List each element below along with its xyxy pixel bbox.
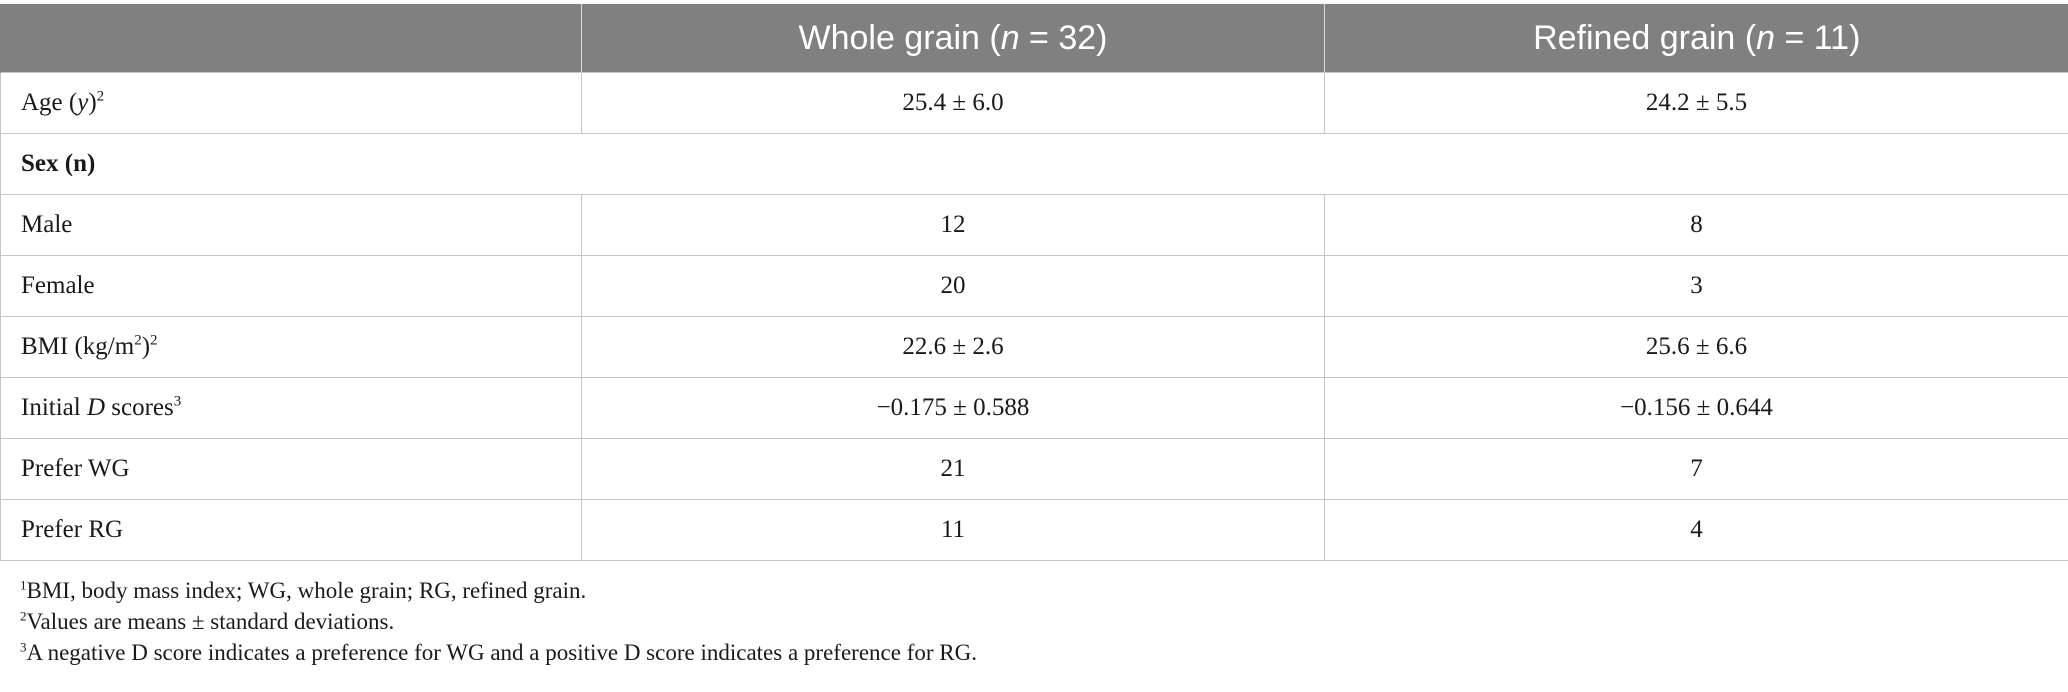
table-row-age: Age (y)2 25.4 ± 6.0 24.2 ± 5.5: [0, 72, 2068, 134]
header-whole-grain-label: Whole grain (: [798, 18, 1001, 57]
table-row-bmi: BMI (kg/m2)2 22.6 ± 2.6 25.6 ± 6.6: [0, 316, 2068, 378]
male-refined-grain: 8: [1324, 194, 2068, 256]
header-refined-grain-label: Refined grain (: [1533, 18, 1757, 57]
characteristics-table: Whole grain (n = 32) Refined grain (n = …: [0, 4, 2068, 561]
bmi-refined-grain: 25.6 ± 6.6: [1324, 316, 2068, 378]
header-empty-cell: [0, 4, 582, 73]
section-label-sex: Sex (n): [0, 133, 2068, 195]
characteristics-table-container: Whole grain (n = 32) Refined grain (n = …: [0, 4, 2068, 561]
footnote-3: 3A negative D score indicates a preferen…: [20, 639, 977, 665]
prefer-wg-whole-grain: 21: [581, 438, 1325, 500]
header-whole-grain: Whole grain (n = 32): [581, 4, 1325, 73]
prefer-rg-refined-grain: 4: [1324, 499, 2068, 561]
header-refined-grain-n: n: [1756, 18, 1776, 57]
header-refined-grain: Refined grain (n = 11): [1324, 4, 2068, 73]
row-label-age: Age (y)2: [0, 72, 582, 134]
male-whole-grain: 12: [581, 194, 1325, 256]
header-whole-grain-n: n: [1000, 18, 1020, 57]
table-header-row: Whole grain (n = 32) Refined grain (n = …: [0, 4, 2068, 73]
prefer-rg-whole-grain: 11: [581, 499, 1325, 561]
age-refined-grain: 24.2 ± 5.5: [1324, 72, 2068, 134]
footnote-1: 1BMI, body mass index; WG, whole grain; …: [20, 577, 587, 603]
table-row-female: Female 20 3: [0, 255, 2068, 317]
header-whole-grain-count: = 32): [1019, 18, 1108, 57]
table-row-d-scores: Initial D scores3 −0.175 ± 0.588 −0.156 …: [0, 377, 2068, 439]
table-row-male: Male 12 8: [0, 194, 2068, 256]
table-row-sex-heading: Sex (n): [0, 133, 2068, 195]
row-label-bmi: BMI (kg/m2)2: [0, 316, 582, 378]
age-whole-grain: 25.4 ± 6.0: [581, 72, 1325, 134]
table-row-prefer-rg: Prefer RG 11 4: [0, 499, 2068, 561]
table-row-prefer-wg: Prefer WG 21 7: [0, 438, 2068, 500]
row-label-prefer-wg: Prefer WG: [0, 438, 582, 500]
header-refined-grain-count: = 11): [1775, 18, 1861, 57]
row-label-prefer-rg: Prefer RG: [0, 499, 582, 561]
d-scores-whole-grain: −0.175 ± 0.588: [581, 377, 1325, 439]
d-scores-refined-grain: −0.156 ± 0.644: [1324, 377, 2068, 439]
footnote-2: 2Values are means ± standard deviations.: [20, 608, 395, 634]
table-footnotes: 1BMI, body mass index; WG, whole grain; …: [20, 575, 977, 668]
bmi-whole-grain: 22.6 ± 2.6: [581, 316, 1325, 378]
prefer-wg-refined-grain: 7: [1324, 438, 2068, 500]
row-label-female: Female: [0, 255, 582, 317]
row-label-d-scores: Initial D scores3: [0, 377, 582, 439]
female-refined-grain: 3: [1324, 255, 2068, 317]
row-label-male: Male: [0, 194, 582, 256]
female-whole-grain: 20: [581, 255, 1325, 317]
